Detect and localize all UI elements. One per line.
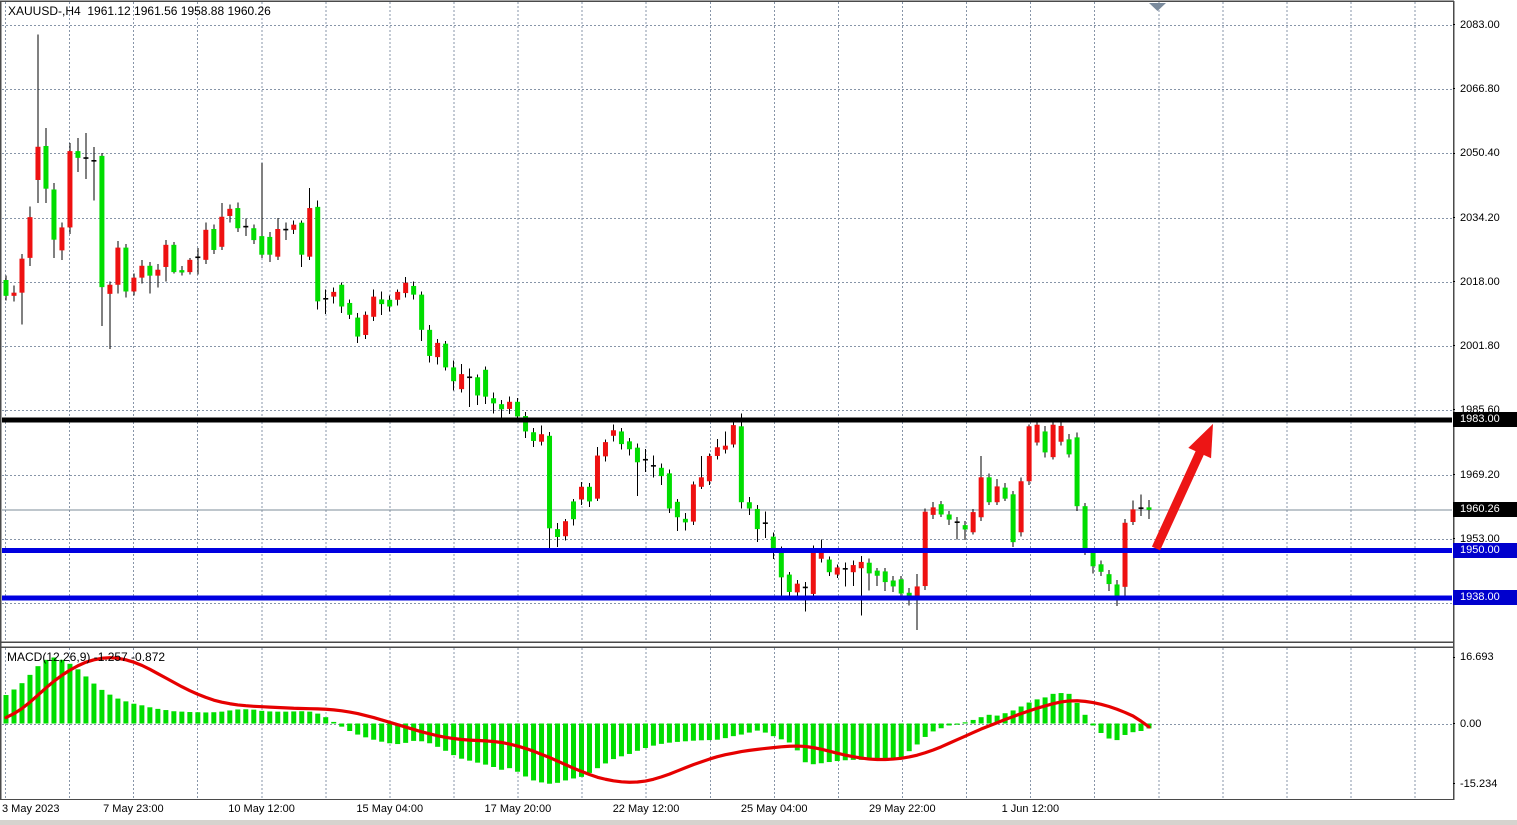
chart-title: XAUUSD-,H4 1961.12 1961.56 1958.88 1960.… (8, 4, 271, 18)
time-axis[interactable]: 3 May 2023 7 May 23:00 10 May 12:00 15 May … (0, 800, 1455, 819)
time-axis-label: 17 May 20:00 (484, 803, 552, 815)
macd-axis-label: -15.234 (1460, 777, 1498, 790)
macd-indicator-label: MACD(12,26,9) -1.257 -0.872 (7, 650, 166, 664)
price-level-badge: 1938.00 (1453, 590, 1517, 606)
time-axis-label: 3 May 2023 (2, 803, 60, 815)
window-bottom-strip (0, 819, 1517, 825)
price-axis-label: 2050.40 (1460, 147, 1500, 160)
time-axis-label: 7 May 23:00 (103, 803, 164, 815)
time-axis-label: 29 May 22:00 (868, 803, 936, 815)
time-axis-label: 1 Jun 12:00 (1001, 803, 1060, 815)
price-axis-label: 2066.80 (1460, 82, 1500, 95)
price-level-badge: 1950.00 (1453, 542, 1517, 558)
scroll-marker-icon (1149, 3, 1166, 11)
time-axis-label: 22 May 12:00 (612, 803, 680, 815)
price-axis-label: 1953.00 (1460, 532, 1500, 545)
macd-axis[interactable]: 16.693 0.00 -15.234 (1455, 648, 1517, 799)
price-axis-label: 2083.00 (1460, 18, 1500, 31)
price-badge: 1983.00 (1453, 412, 1517, 428)
time-axis-label: 15 May 04:00 (356, 803, 424, 815)
macd-axis-label: 0.00 (1460, 717, 1482, 730)
time-axis-label: 25 May 04:00 (740, 803, 808, 815)
price-badge: 1960.26 (1453, 502, 1517, 518)
time-axis-label: 10 May 12:00 (228, 803, 295, 815)
price-axis-label: 2018.00 (1460, 275, 1500, 288)
price-axis-label: 1969.20 (1460, 468, 1500, 481)
price-axis-label: 2001.80 (1460, 339, 1500, 352)
price-axis-label: 2034.20 (1460, 211, 1500, 224)
macd-axis-label: 16.693 (1460, 651, 1494, 664)
